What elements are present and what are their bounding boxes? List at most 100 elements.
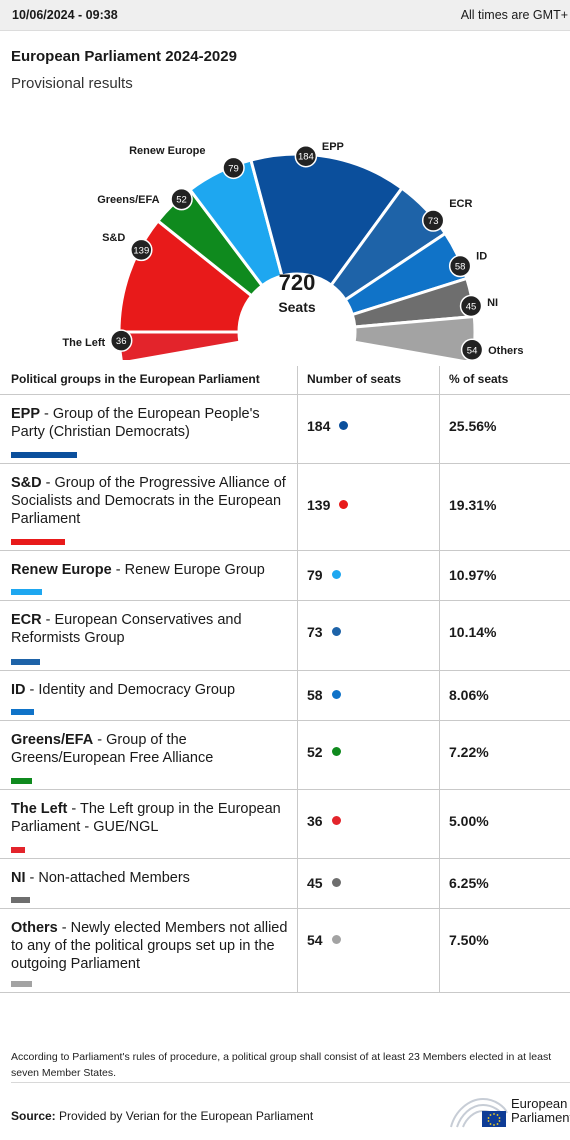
column-divider (439, 366, 440, 993)
timezone-note: All times are GMT+ (460, 8, 568, 22)
table-row: Greens/EFA - Group of the Greens/Europea… (0, 721, 570, 790)
slice-label: Greens/EFA (97, 194, 159, 206)
seat-percent: 7.22% (449, 744, 489, 760)
slice-others (352, 314, 477, 360)
group-abbr: The Left (11, 801, 68, 817)
slice-label: S&D (102, 232, 125, 244)
source-text: Provided by Verian for the European Parl… (55, 1109, 314, 1123)
group-abbr: EPP (11, 406, 41, 422)
footnote: According to Parliament's rules of proce… (11, 1051, 552, 1079)
header-group: Political groups in the European Parliam… (11, 372, 260, 386)
table-row: ID - Identity and Democracy Group 58 8.06% (0, 671, 570, 721)
group-color-dot (331, 690, 341, 699)
seat-count-value: 73 (307, 624, 323, 640)
value-badge-text: 52 (176, 195, 187, 206)
group-desc: - Group of the Progressive Alliance of S… (11, 475, 286, 527)
chart-subtitle: Provisional results (11, 75, 133, 92)
group-color-swatch (11, 539, 65, 545)
group-desc: - Identity and Democracy Group (25, 682, 236, 698)
group-name: EPP - Group of the European People's Par… (11, 405, 291, 441)
slice-label: Others (488, 345, 523, 357)
group-abbr: ID (11, 682, 26, 698)
hemicycle-chart: 36 139 52 79 184 73 58 45 54 The Left S&D Greens/E… (62, 141, 524, 360)
column-divider (297, 366, 298, 993)
seat-percent: 10.97% (449, 567, 497, 583)
table-row: S&D - Group of the Progressive Alliance … (0, 464, 570, 551)
group-color-dot (331, 878, 341, 887)
source-line: Source: Provided by Verian for the Europ… (11, 1109, 313, 1123)
chart-slices (117, 152, 477, 360)
seat-count: 79 (307, 567, 341, 583)
group-color-swatch (11, 897, 30, 903)
seat-percent: 10.14% (449, 624, 497, 640)
logo-line-1: European (511, 1096, 568, 1111)
seat-count-value: 45 (307, 875, 323, 891)
center-label: Seats (278, 299, 316, 315)
header-seats: Number of seats (307, 372, 402, 386)
group-color-swatch (11, 659, 40, 665)
table-row: The Left - The Left group in the Europea… (0, 790, 570, 859)
group-color-dot (331, 816, 341, 825)
group-abbr: ECR (11, 612, 42, 628)
value-badge-text: 139 (133, 245, 149, 256)
header-percent: % of seats (449, 372, 509, 386)
value-badge: 79 (222, 156, 245, 180)
value-badge: 54 (460, 338, 484, 360)
center-total: 720 (279, 270, 316, 295)
group-name: Renew Europe - Renew Europe Group (11, 561, 291, 579)
logo-line-2: Parliament (511, 1110, 570, 1125)
group-name: The Left - The Left group in the Europea… (11, 800, 291, 836)
seat-count-value: 52 (307, 744, 323, 760)
value-badge: 73 (421, 209, 445, 232)
group-color-swatch (11, 847, 25, 853)
group-desc: - Non-attached Members (25, 870, 190, 886)
seat-count-value: 36 (307, 813, 323, 829)
group-desc: - European Conservatives and Reformists … (11, 612, 242, 646)
european-parliament-logo: European Parliament (449, 1091, 570, 1131)
seat-count: 36 (307, 813, 341, 829)
group-desc: - Group of the Greens/European Free Alli… (11, 732, 214, 766)
slice-epp (249, 152, 405, 288)
source-label: Source: (11, 1109, 56, 1123)
center-disc (241, 276, 353, 360)
group-abbr: Others (11, 920, 58, 936)
group-name: Others - Newly elected Members not allie… (11, 919, 291, 973)
group-color-dot (339, 500, 349, 509)
seat-count: 58 (307, 687, 341, 703)
table-row: Others - Newly elected Members not allie… (0, 909, 570, 993)
table-row: EPP - Group of the European People's Par… (0, 395, 570, 464)
table-row: NI - Non-attached Members 45 6.25% (0, 859, 570, 909)
slice-label: ECR (449, 198, 472, 210)
footer-divider (11, 1082, 570, 1083)
seat-count: 73 (307, 624, 341, 640)
group-color-swatch (11, 589, 42, 595)
results-table: Political groups in the European Parliam… (0, 366, 570, 993)
slice-label: The Left (62, 337, 105, 349)
seat-count: 54 (307, 932, 341, 948)
group-color-swatch (11, 452, 77, 458)
group-desc: - Renew Europe Group (111, 562, 265, 578)
value-badge: 184 (294, 144, 318, 168)
seat-count: 184 (307, 418, 349, 434)
seat-percent: 19.31% (449, 497, 497, 513)
group-abbr: S&D (11, 475, 42, 491)
chart-labels: The Left S&D Greens/EFA Renew Europe EPP ECR I… (62, 141, 523, 357)
group-abbr: Renew Europe (11, 562, 112, 578)
group-name: ID - Identity and Democracy Group (11, 681, 291, 699)
timestamp: 10/06/2024 - 09:38 (12, 8, 118, 22)
chart-badges: 36 139 52 79 184 73 58 45 54 (109, 144, 484, 360)
group-color-dot (331, 570, 341, 579)
slice-label: EPP (322, 141, 344, 153)
value-badge-text: 79 (228, 163, 239, 174)
table-row: Renew Europe - Renew Europe Group 79 10.97… (0, 551, 570, 601)
group-color-dot (331, 935, 341, 944)
seat-count: 45 (307, 875, 341, 891)
top-bar: 10/06/2024 - 09:38 All times are GMT+ (0, 0, 570, 31)
group-name: ECR - European Conservatives and Reformi… (11, 611, 291, 647)
value-badge: 139 (130, 238, 153, 262)
value-badge-text: 73 (428, 216, 439, 227)
table-row: ECR - European Conservatives and Reformi… (0, 601, 570, 671)
value-badge: 45 (459, 294, 483, 318)
logo-text: European Parliament (511, 1097, 570, 1125)
group-name: Greens/EFA - Group of the Greens/Europea… (11, 731, 291, 767)
